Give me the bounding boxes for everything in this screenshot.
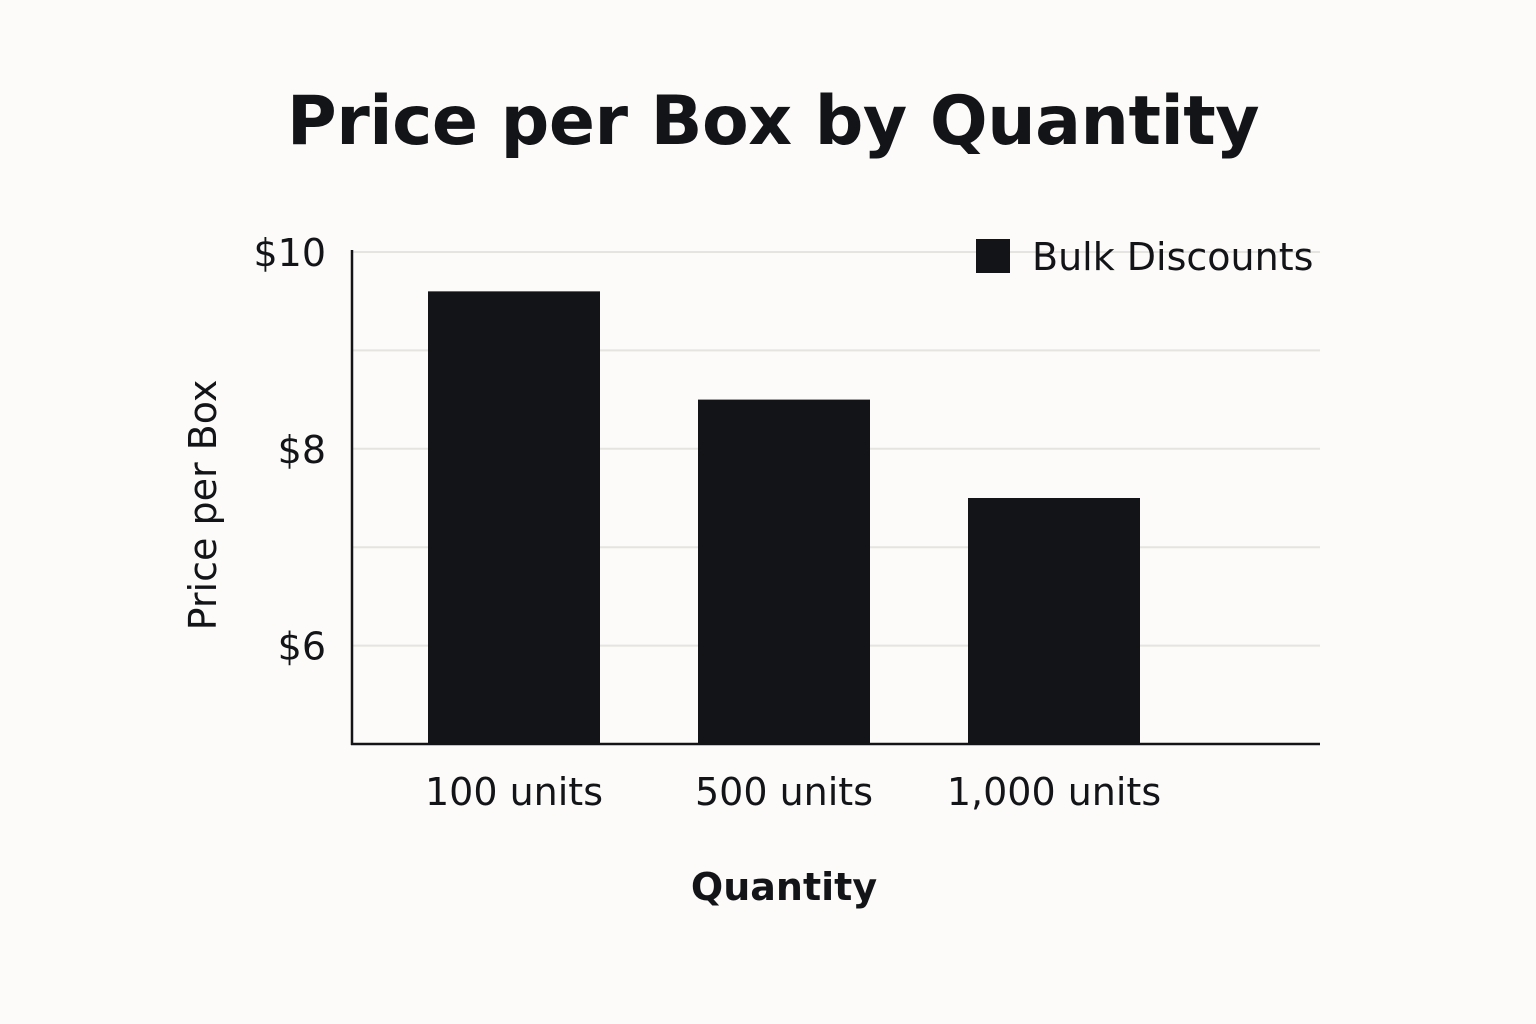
bars <box>428 291 1140 744</box>
x-tick-label: 1,000 units <box>947 770 1161 814</box>
bar <box>968 498 1140 744</box>
y-tick-labels: $6 $8 $10 <box>253 231 326 669</box>
y-axis-title: Price per Box <box>181 380 225 631</box>
x-tick-label: 500 units <box>695 770 873 814</box>
x-axis-title: Quantity <box>691 865 877 909</box>
y-tick-label: $8 <box>278 428 326 472</box>
y-tick-label: $10 <box>253 231 326 275</box>
x-tick-labels: 100 units 500 units 1,000 units <box>425 770 1161 814</box>
axes <box>350 250 1320 746</box>
bar <box>698 399 870 744</box>
chart-title: Price per Box by Quantity <box>286 82 1260 161</box>
legend-swatch <box>976 239 1010 273</box>
legend-label: Bulk Discounts <box>1032 235 1313 279</box>
y-tick-label: $6 <box>278 625 326 669</box>
legend: Bulk Discounts <box>976 235 1313 279</box>
x-tick-label: 100 units <box>425 770 603 814</box>
bar <box>428 291 600 744</box>
